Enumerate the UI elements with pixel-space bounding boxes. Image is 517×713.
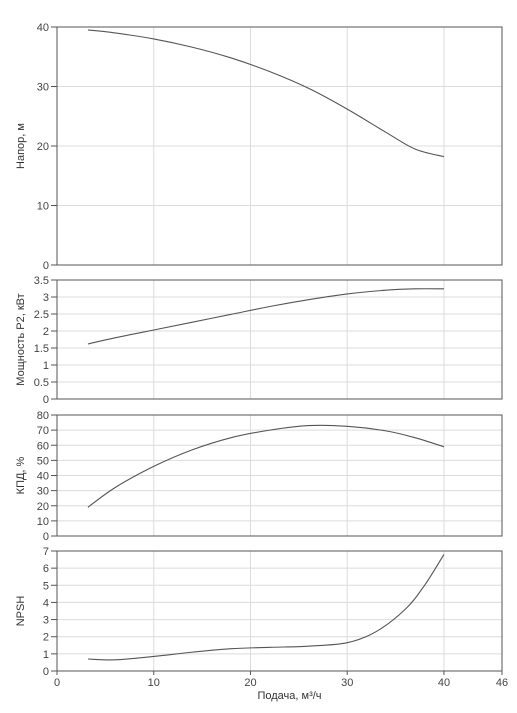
x-tick-label: 10 xyxy=(148,677,160,689)
y-tick-label: 5 xyxy=(43,580,49,592)
y-tick-label: 0 xyxy=(43,531,49,543)
y-tick-label: 0.5 xyxy=(34,377,49,389)
y-tick-label: 70 xyxy=(37,425,49,437)
chart-panel-1: 0 10 20 30 40 Напор, м xyxy=(15,22,503,272)
y-tick-label: 3.5 xyxy=(34,275,49,287)
y-tick-label: 3 xyxy=(43,292,49,304)
x-tick-label: 46 xyxy=(496,677,508,689)
chart-panel-2: 0 0.5 1 1.5 2 2.5 3 3.5 Мощность P2, кВт xyxy=(15,275,503,406)
y-tick-label: 1.5 xyxy=(34,343,49,355)
y-tick-label: 2.5 xyxy=(34,309,49,321)
y-tick-label: 0 xyxy=(43,666,49,678)
y-axis-label: NPSH xyxy=(15,596,27,627)
y-tick-label: 1 xyxy=(43,649,49,661)
x-tick-label: 0 xyxy=(54,677,60,689)
x-tick-label: 30 xyxy=(341,677,353,689)
y-tick-label: 40 xyxy=(37,22,49,34)
y-tick-label: 60 xyxy=(37,440,49,452)
curve-series-1 xyxy=(87,29,445,158)
y-axis-label: Мощность P2, кВт xyxy=(15,293,27,385)
y-tick-label: 7 xyxy=(43,546,49,558)
y-tick-label: 30 xyxy=(37,486,49,498)
y-tick-label: 30 xyxy=(37,82,49,94)
x-tick-label: 40 xyxy=(438,677,450,689)
y-tick-label: 2 xyxy=(43,326,49,338)
y-tick-label: 3 xyxy=(43,615,49,627)
y-tick-label: 6 xyxy=(43,563,49,575)
x-tick-label: 20 xyxy=(244,677,256,689)
plot-frame xyxy=(56,26,503,266)
chart-panel-4: 0 1 2 3 4 5 6 7 NPSH 0 10 20 30 40 46 Подача, м³/ч xyxy=(15,546,508,702)
y-tick-label: 2 xyxy=(43,632,49,644)
y-tick-label: 20 xyxy=(37,141,49,153)
y-tick-label: 0 xyxy=(43,394,49,406)
y-axis-label: Напор, м xyxy=(15,123,27,169)
y-tick-label: 10 xyxy=(37,201,49,213)
curve-series-1 xyxy=(87,554,445,661)
plot-frame xyxy=(56,414,503,537)
y-tick-label: 40 xyxy=(37,471,49,483)
y-tick-label: 50 xyxy=(37,455,49,467)
y-tick-label: 0 xyxy=(43,260,49,272)
plot-frame xyxy=(56,550,503,672)
plot-frame xyxy=(56,279,503,400)
y-tick-label: 4 xyxy=(43,597,49,609)
y-tick-label: 1 xyxy=(43,360,49,372)
curve-series-1 xyxy=(87,424,445,508)
chart-panel-3: 0 10 20 30 40 50 60 70 80 КПД, % xyxy=(15,410,503,543)
y-axis-label: КПД, % xyxy=(15,456,27,494)
y-tick-label: 80 xyxy=(37,410,49,422)
x-axis-label: Подача, м³/ч xyxy=(257,690,321,702)
y-tick-label: 20 xyxy=(37,501,49,513)
y-tick-label: 10 xyxy=(37,516,49,528)
curve-series-1 xyxy=(87,288,444,345)
